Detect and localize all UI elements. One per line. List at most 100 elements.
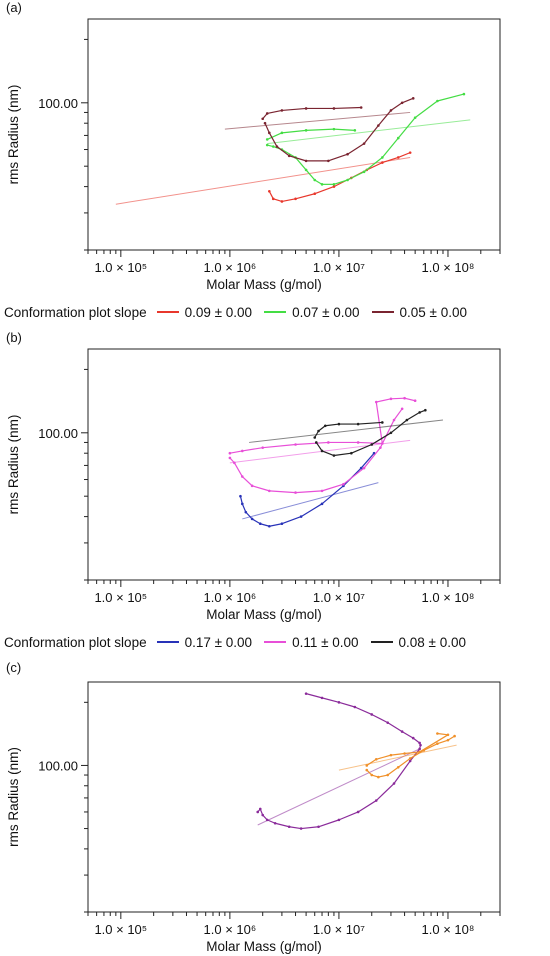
panel-label: (c)	[6, 660, 22, 675]
series-segment	[273, 198, 283, 203]
series-segment	[266, 132, 283, 140]
panel-label: (a)	[6, 0, 22, 15]
series-segment	[366, 758, 377, 766]
chart-a: 1.0 × 10⁵ 1.0 × 10⁶ 1.0 × 10⁷ 1.0 × 10⁸ 100.…	[6, 18, 501, 292]
x-tick-label: 1.0 × 10⁵	[94, 922, 147, 937]
series-segment	[321, 450, 335, 457]
x-tick-label: 1.0 × 10⁶	[204, 922, 257, 937]
series-segment	[239, 496, 243, 504]
x-tick-label: 1.0 × 10⁵	[94, 260, 147, 275]
series-segment	[393, 760, 411, 784]
series-segment	[377, 110, 392, 126]
series-segment	[281, 129, 307, 134]
series-segment	[347, 171, 365, 181]
x-tick-label: 1.0 × 10⁷	[313, 260, 365, 275]
series-segment	[390, 752, 405, 756]
chart-b: 1.0 × 10⁵ 1.0 × 10⁶ 1.0 × 10⁷ 1.0 × 10⁸ 100.…	[6, 348, 501, 622]
series-segment	[358, 421, 383, 425]
series-segment	[262, 443, 296, 449]
series-segment	[401, 731, 414, 739]
legend-title: Conformation plot slope	[4, 634, 147, 650]
plot-frame	[87, 348, 501, 581]
series-segment	[305, 169, 316, 181]
series-segment	[366, 162, 383, 171]
series-segment	[412, 737, 421, 744]
series-segment	[306, 128, 334, 131]
series-segment	[437, 93, 465, 102]
panel-c: (c) 1.0 × 10⁵ 1.0 × 10⁶ 1.0 × 10⁷ 1.0 × 10⁸…	[0, 660, 550, 956]
series-segment	[447, 735, 455, 741]
legend-swatch	[264, 641, 287, 643]
series-segment	[318, 425, 326, 432]
series-segment	[315, 442, 323, 452]
series-segment	[321, 483, 344, 492]
series-segment	[343, 467, 365, 485]
legend-title: Conformation plot slope	[4, 304, 147, 320]
legend-label: 0.08 ± 0.00	[398, 634, 466, 650]
series-segment	[357, 800, 377, 813]
series-segment	[409, 748, 421, 762]
legend-b: Conformation plot slope 0.17 ± 0.00 0.11 ±…	[4, 632, 550, 652]
series-segment	[414, 100, 438, 119]
legend-a: Conformation plot slope 0.09 ± 0.00 0.07 ±…	[4, 302, 550, 322]
series-segment	[382, 156, 399, 164]
series-segment	[423, 743, 438, 751]
series-segment	[295, 157, 307, 171]
series-segment	[371, 774, 379, 778]
legend-swatch	[264, 311, 287, 313]
series-segment	[409, 749, 425, 759]
x-tick-label: 1.0 × 10⁸	[422, 922, 475, 937]
fit-line	[249, 419, 444, 443]
legend-item: 0.07 ± 0.00	[264, 305, 360, 320]
series-segment	[264, 122, 270, 134]
series-segment	[276, 146, 290, 157]
series-segment	[378, 774, 388, 778]
x-tick-label: 1.0 × 10⁷	[313, 922, 365, 937]
series-segment	[347, 143, 365, 155]
series-segment	[241, 476, 253, 487]
legend-label: 0.11 ± 0.00	[292, 634, 359, 650]
series-segment	[328, 153, 348, 162]
series-segment	[351, 443, 372, 454]
legend-swatch	[156, 311, 179, 313]
series-segment	[325, 423, 339, 427]
chart-c: 1.0 × 10⁵ 1.0 × 10⁶ 1.0 × 10⁷ 1.0 × 10⁸ 100.…	[6, 681, 501, 954]
series-segment	[233, 462, 243, 477]
fit-line	[338, 744, 457, 771]
y-axis-label: rms Radius (nm)	[6, 415, 21, 515]
plot-frame	[87, 18, 501, 251]
series-segment	[404, 397, 416, 402]
series-segment	[333, 179, 348, 185]
series-segment	[437, 739, 449, 745]
series-segment	[305, 693, 323, 699]
fit-line	[242, 482, 379, 520]
series-segment	[295, 441, 329, 446]
series-segment	[229, 450, 243, 454]
series-segment	[289, 155, 307, 162]
series-segment	[266, 819, 276, 824]
series-segment	[371, 713, 388, 724]
fit-line	[267, 119, 471, 145]
series-segment	[300, 503, 323, 518]
series-segment	[390, 397, 405, 400]
series-segment	[376, 754, 392, 760]
x-tick-label: 1.0 × 10⁷	[313, 590, 365, 605]
series-segment	[274, 822, 290, 828]
fit-line	[224, 111, 411, 130]
series-segment	[397, 117, 416, 139]
fit-line	[229, 439, 411, 464]
series-segment	[268, 132, 278, 147]
series-segment	[289, 826, 302, 830]
series-segment	[260, 523, 270, 527]
series-segment	[269, 490, 296, 494]
series-segment	[397, 757, 411, 768]
series-segment	[262, 113, 268, 120]
series-segment	[242, 447, 263, 452]
series-segment	[376, 398, 392, 403]
series-segment	[354, 706, 372, 716]
series-segment	[268, 191, 274, 200]
x-axis-label: Molar Mass (g/mol)	[206, 607, 322, 622]
legend-item: 0.09 ± 0.00	[156, 305, 252, 320]
series-segment	[281, 516, 302, 525]
panel-a: (a) 1.0 × 10⁵ 1.0 × 10⁶ 1.0 × 10⁷ 1.0 × 10⁸…	[0, 0, 550, 330]
